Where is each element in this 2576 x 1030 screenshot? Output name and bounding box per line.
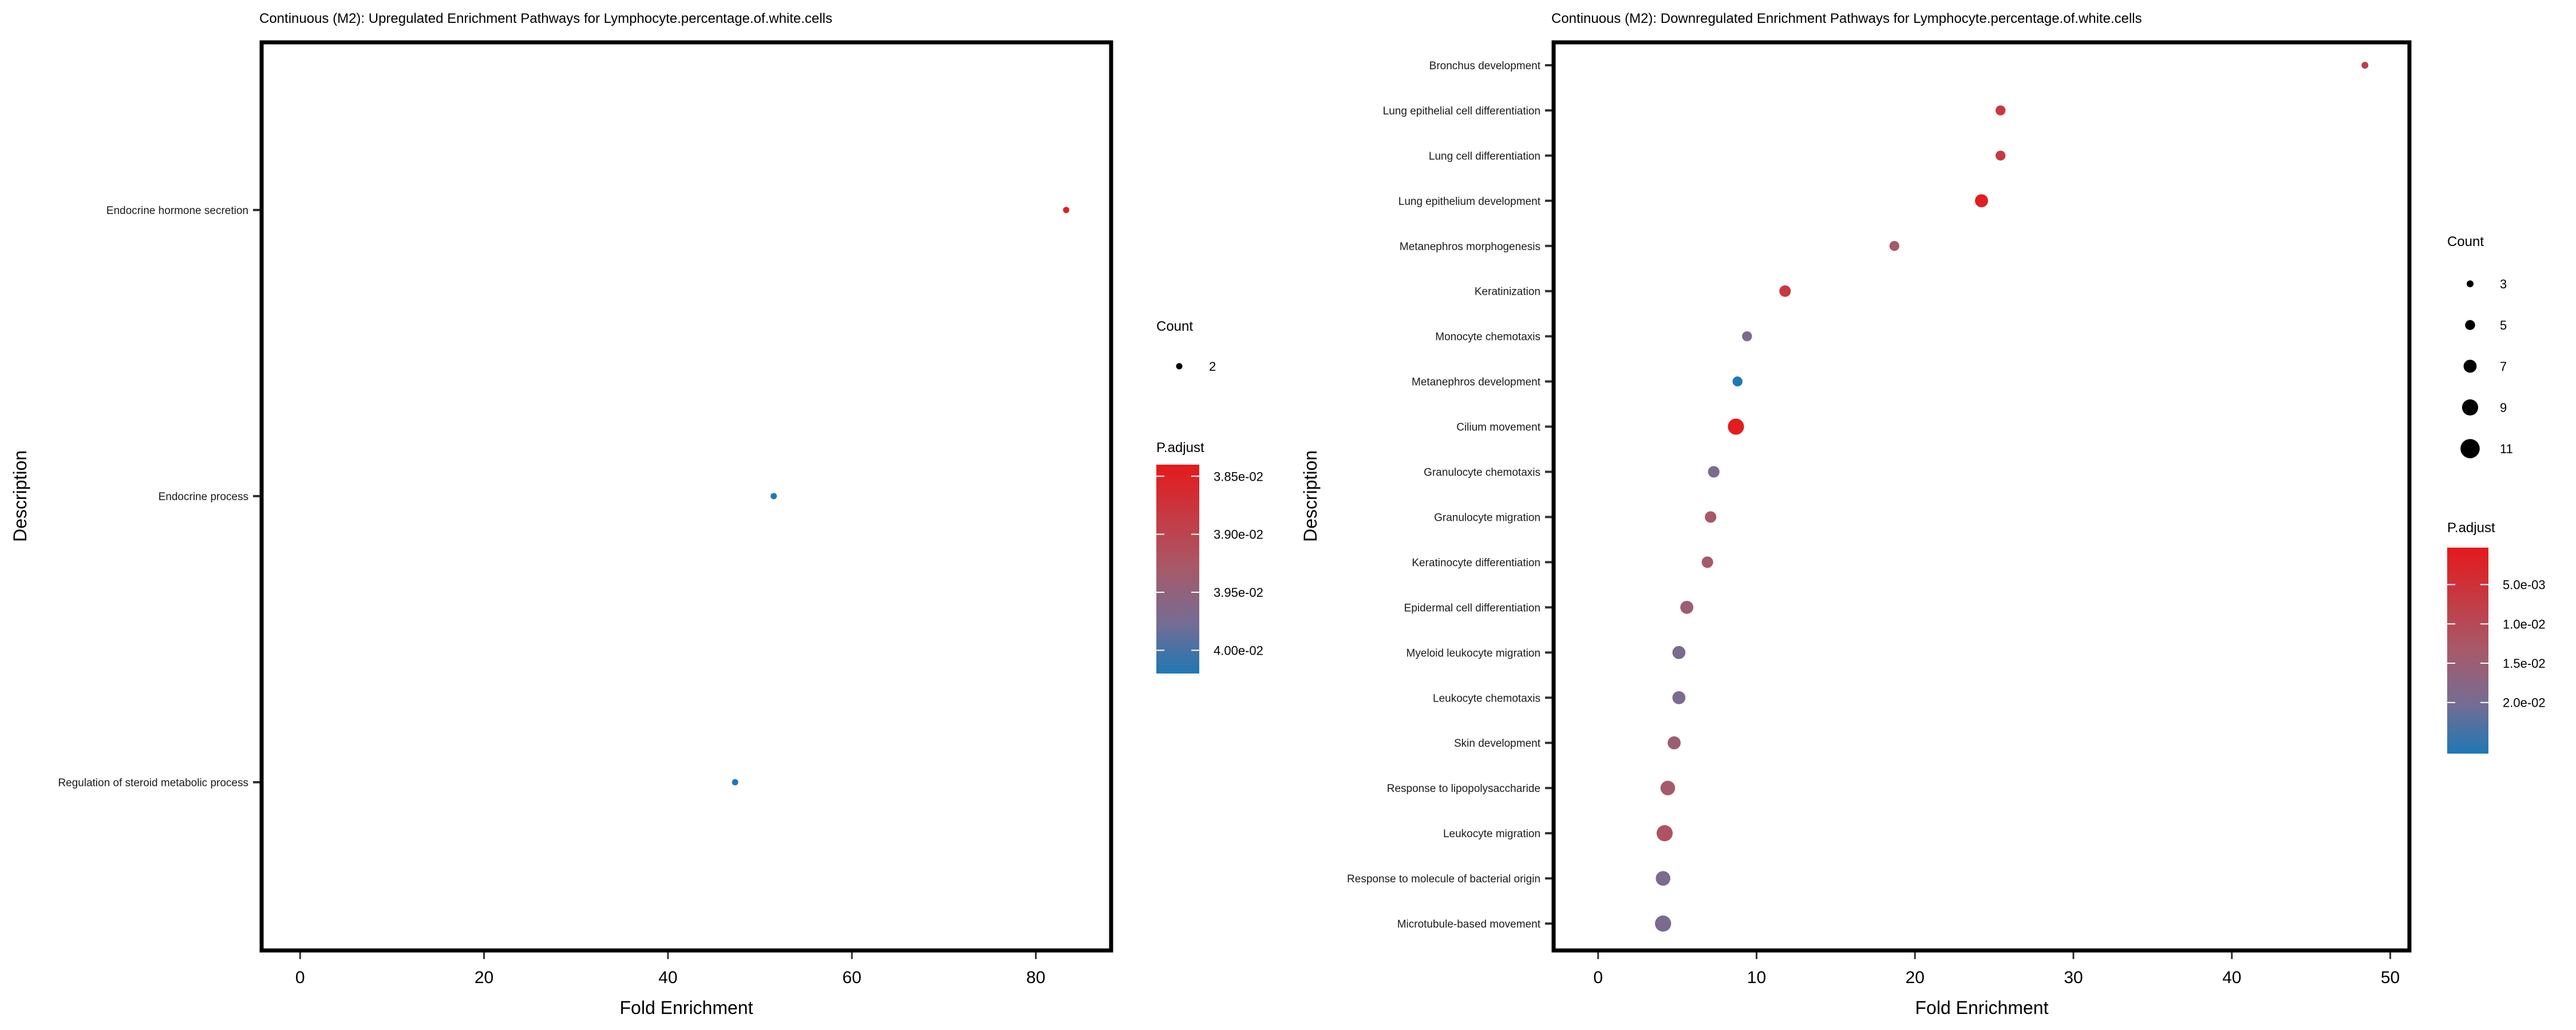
data-point	[1779, 285, 1791, 297]
y-tick-label: Myeloid leukocyte migration	[1406, 647, 1540, 659]
y-tick-label: Lung epithelial cell differentiation	[1383, 105, 1540, 117]
size-legend-title: Count	[2447, 234, 2484, 249]
data-point	[1996, 150, 2006, 161]
y-axis-title: Description	[10, 450, 30, 542]
y-tick-label: Granulocyte chemotaxis	[1424, 467, 1540, 479]
x-tick-label: 40	[658, 968, 677, 987]
data-point	[1656, 825, 1673, 842]
colorbar-label: 3.95e-02	[1214, 585, 1263, 600]
y-tick-label: Metanephros development	[1412, 377, 1541, 389]
data-point	[732, 779, 738, 786]
data-point	[1889, 241, 1899, 251]
y-tick-label: Granulocyte migration	[1434, 512, 1540, 524]
y-tick-label: Cilium movement	[1456, 422, 1540, 434]
x-tick-label: 80	[1026, 968, 1045, 987]
y-tick-label: Epidermal cell differentiation	[1404, 602, 1540, 614]
colorbar	[2447, 548, 2488, 754]
size-legend-label: 5	[2500, 318, 2507, 332]
colorbar-label: 1.0e-02	[2503, 617, 2546, 631]
y-tick-label: Bronchus development	[1429, 60, 1541, 72]
size-legend-key	[1176, 363, 1183, 370]
y-tick-label: Keratinocyte differentiation	[1412, 557, 1540, 569]
size-legend-key	[2465, 320, 2475, 330]
y-tick-label: Regulation of steroid metabolic process	[58, 777, 248, 789]
y-tick-label: Leukocyte migration	[1443, 828, 1540, 840]
data-point	[771, 493, 777, 500]
size-legend-title: Count	[1156, 319, 1193, 334]
data-point	[1656, 871, 1670, 886]
y-tick-label: Leukocyte chemotaxis	[1433, 692, 1540, 704]
colorbar-label: 5.0e-03	[2503, 578, 2546, 592]
x-tick-label: 10	[1747, 968, 1766, 987]
y-axis-title: Description	[1300, 450, 1321, 542]
x-tick-label: 0	[295, 968, 305, 987]
x-tick-label: 30	[2064, 968, 2083, 987]
data-point	[1728, 418, 1744, 435]
size-legend-label: 11	[2500, 442, 2513, 456]
y-tick-label: Microtubule-based movement	[1397, 918, 1541, 930]
y-tick-label: Response to molecule of bacterial origin	[1347, 873, 1540, 885]
y-tick-label: Skin development	[1454, 738, 1541, 750]
data-point	[1062, 207, 1069, 213]
data-point	[1655, 915, 1672, 932]
data-point	[1668, 736, 1681, 750]
colorbar-label: 1.5e-02	[2503, 656, 2546, 671]
data-point	[1680, 600, 1694, 614]
size-legend-label: 9	[2500, 401, 2507, 415]
data-point	[1732, 376, 1743, 387]
colorbar-title: P.adjust	[2447, 520, 2495, 536]
plot-frame	[1551, 40, 2412, 953]
x-tick-label: 40	[2222, 968, 2241, 987]
chart-title: Continuous (M2): Upregulated Enrichment …	[259, 11, 832, 26]
size-legend-key	[2460, 439, 2480, 458]
colorbar-label: 3.90e-02	[1214, 528, 1263, 542]
size-legend-label: 7	[2500, 359, 2507, 374]
y-tick-label: Keratinization	[1475, 286, 1540, 298]
y-tick-label: Lung cell differentiation	[1429, 150, 1540, 163]
plot-frame	[259, 40, 1113, 953]
x-tick-label: 0	[1593, 968, 1603, 987]
x-tick-label: 20	[475, 968, 493, 987]
x-tick-label: 50	[2381, 968, 2400, 987]
data-point	[2361, 62, 2369, 69]
y-tick-label: Monocyte chemotaxis	[1435, 331, 1540, 343]
data-point	[1672, 645, 1686, 659]
size-legend-key	[2463, 359, 2477, 373]
chart-title: Continuous (M2): Downregulated Enrichmen…	[1551, 11, 2142, 26]
colorbar-label: 3.85e-02	[1214, 469, 1263, 484]
y-tick-label: Metanephros morphogenesis	[1400, 241, 1540, 253]
size-legend-key	[2467, 280, 2474, 287]
y-tick-label: Endocrine hormone secretion	[106, 205, 248, 217]
colorbar-label: 2.0e-02	[2503, 696, 2546, 710]
size-legend-label: 3	[2500, 277, 2507, 291]
x-axis-title: Fold Enrichment	[620, 997, 753, 1018]
data-point	[1701, 556, 1713, 568]
data-point	[1742, 331, 1752, 342]
x-tick-label: 20	[1906, 968, 1925, 987]
y-tick-label: Endocrine process	[159, 491, 248, 503]
x-tick-label: 60	[842, 968, 861, 987]
y-tick-label: Lung epithelium development	[1398, 196, 1541, 208]
data-point	[1708, 466, 1720, 478]
data-point	[1975, 194, 1988, 208]
colorbar-title: P.adjust	[1156, 440, 1204, 455]
data-point	[1672, 691, 1686, 704]
downregulated-panel: Continuous (M2): Downregulated Enrichmen…	[1300, 11, 2546, 1018]
colorbar	[1156, 465, 1199, 674]
data-point	[1996, 105, 2006, 116]
y-tick-label: Response to lipopolysaccharide	[1387, 783, 1540, 795]
upregulated-panel: Continuous (M2): Upregulated Enrichment …	[10, 11, 1263, 1018]
data-point	[1660, 781, 1676, 795]
colorbar-label: 4.00e-02	[1214, 643, 1263, 657]
data-point	[1705, 511, 1717, 523]
x-axis-title: Fold Enrichment	[1915, 997, 2049, 1018]
size-legend-label: 2	[1209, 359, 1216, 374]
size-legend-key	[2462, 399, 2479, 416]
